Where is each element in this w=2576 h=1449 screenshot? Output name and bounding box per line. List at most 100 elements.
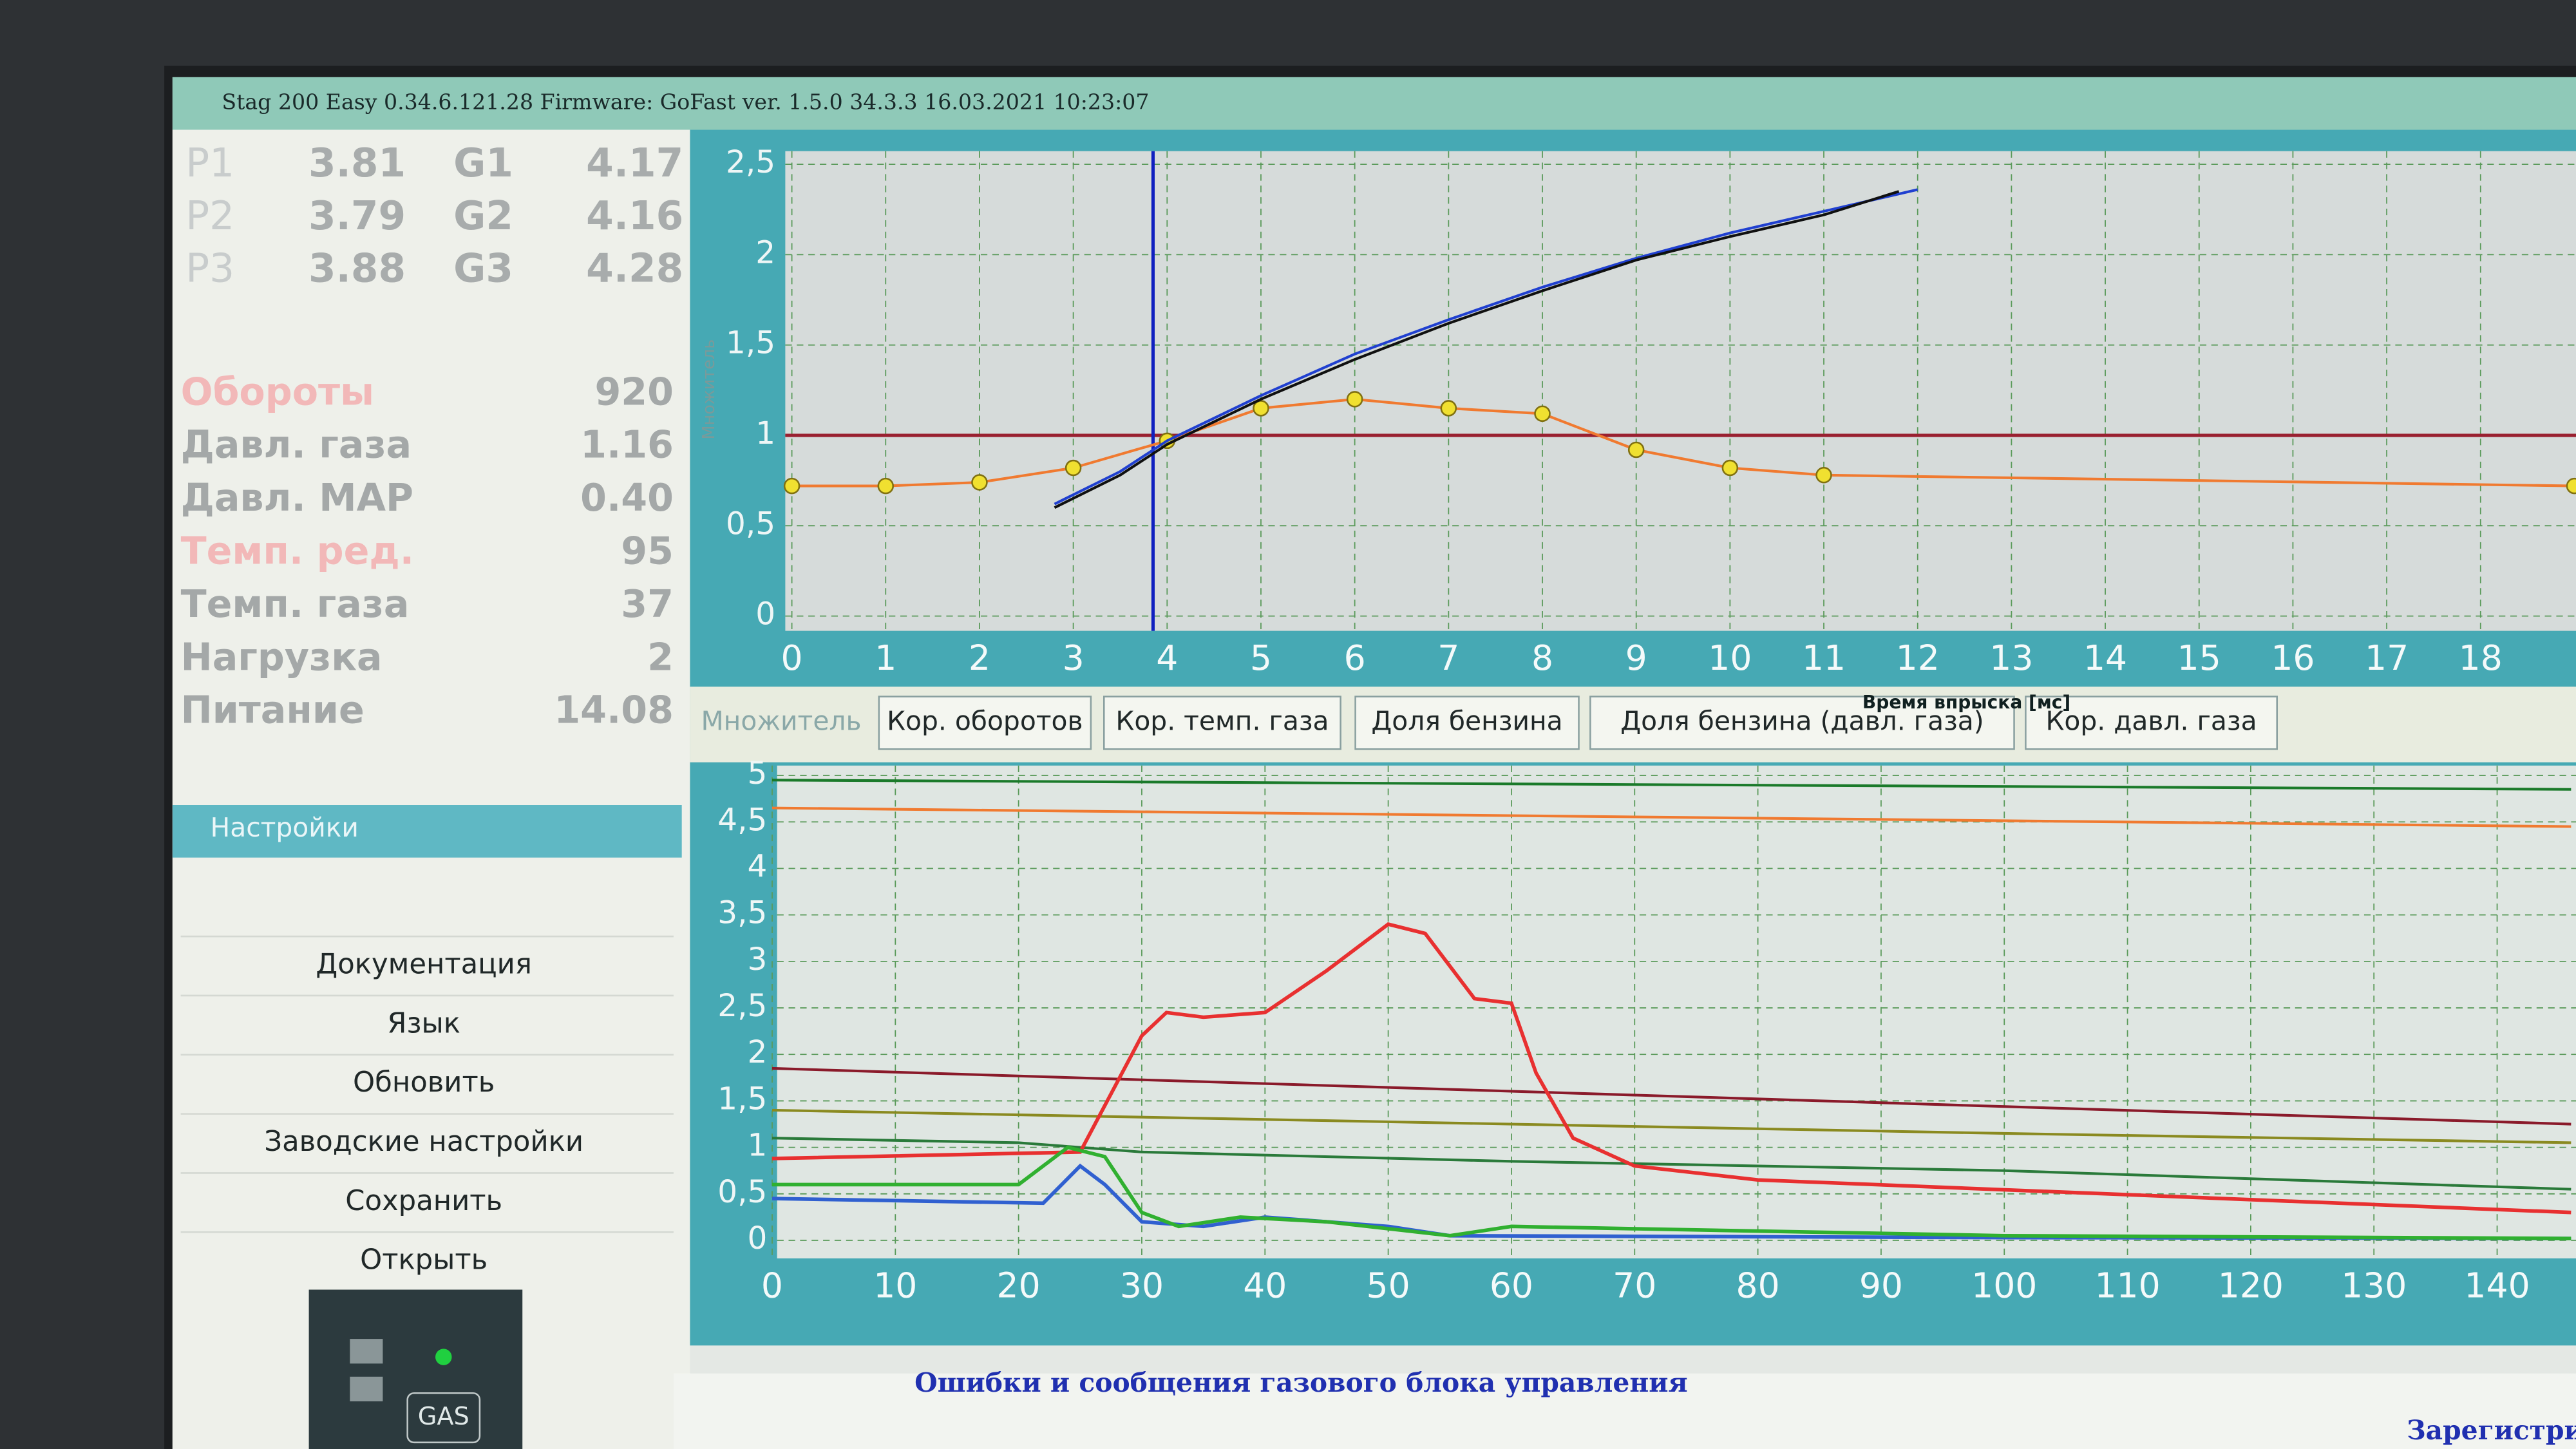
x-tick-label: 4	[1156, 638, 1178, 678]
x-tick-label: 90	[1859, 1265, 1903, 1306]
menu-item[interactable]: Язык	[387, 1007, 460, 1039]
y-tick-label: 2,5	[717, 988, 767, 1024]
title: Stag 200 Easy 0.34.6.121.28 Firmware: Go…	[222, 90, 1149, 115]
injector-label: G3	[453, 246, 513, 292]
reading-value: 2	[647, 635, 674, 679]
plot-area	[777, 765, 2576, 1259]
series-line	[772, 806, 2571, 828]
x-tick-label: 1	[875, 638, 896, 678]
y-tick-label: 1	[747, 1128, 767, 1164]
tab-label[interactable]: Кор. темп. газа	[1115, 705, 1329, 736]
tab[interactable]	[1354, 696, 1580, 750]
tab-label[interactable]: Доля бензина	[1371, 705, 1562, 736]
y-tick-label: 4,5	[717, 802, 767, 838]
x-tick-label: 14	[2083, 638, 2127, 678]
y-tick-label: 1,5	[726, 325, 775, 361]
menu-item[interactable]: Документация	[316, 948, 532, 980]
x-tick-label: 40	[1243, 1265, 1287, 1306]
point[interactable]	[2566, 477, 2576, 495]
y-tick-label: 3	[747, 942, 767, 978]
tab[interactable]	[1103, 696, 1341, 750]
x-tick-label: 120	[2218, 1265, 2284, 1306]
injector-label: P3	[185, 246, 234, 292]
series-line	[772, 1066, 2571, 1126]
x-tick-label: 15	[2177, 638, 2221, 678]
tab-label[interactable]: Кор. давл. газа	[2045, 705, 2257, 736]
messages-panel	[673, 1373, 2576, 1449]
point[interactable]	[1346, 391, 1363, 408]
led	[350, 1376, 383, 1402]
reading-label: Темп. газа	[181, 582, 410, 626]
tab-label[interactable]: Множитель	[701, 705, 861, 736]
reading-value: 0.40	[580, 476, 674, 520]
reading-value: 37	[621, 582, 674, 626]
y-tick-label: 0	[747, 1220, 767, 1256]
x-tick-label: 13	[1989, 638, 2033, 678]
y-tick-label: 0,5	[726, 506, 775, 542]
tab-label[interactable]: Доля бензина (давл. газа)	[1620, 705, 1984, 736]
y-axis-label: Множитель	[699, 339, 719, 440]
x-tick-label: 8	[1531, 638, 1553, 678]
injector-label: P1	[185, 140, 234, 186]
x-tick-label: 20	[997, 1265, 1041, 1306]
x-tick-label: 16	[2271, 638, 2315, 678]
series-line	[772, 1108, 2571, 1144]
point[interactable]	[783, 477, 800, 495]
x-tick-label: 50	[1367, 1265, 1410, 1306]
messages-title: Ошибки и сообщения газового блока управл…	[914, 1367, 1687, 1398]
point[interactable]	[1440, 400, 1457, 417]
point[interactable]	[1065, 459, 1082, 477]
point[interactable]	[1534, 405, 1551, 422]
menu-item[interactable]: Заводские настройки	[264, 1126, 583, 1158]
y-tick-label: 0,5	[717, 1174, 767, 1210]
tab[interactable]	[878, 696, 1092, 750]
x-tick-label: 9	[1625, 638, 1647, 678]
y-tick-label: 0	[755, 596, 775, 632]
gas-button[interactable]	[406, 1392, 481, 1444]
injector-label: G1	[453, 140, 513, 186]
plot-area	[785, 151, 2576, 631]
menu-item[interactable]: Обновить	[353, 1066, 495, 1099]
y-tick-label: 2	[755, 234, 775, 270]
y-tick-label: 2,5	[726, 144, 775, 180]
x-tick-label: 80	[1736, 1265, 1780, 1306]
x-tick-label: 7	[1437, 638, 1459, 678]
point[interactable]	[1627, 441, 1645, 459]
x-tick-label: 110	[2094, 1265, 2160, 1306]
series-line	[772, 1145, 2571, 1240]
y-tick-label: 3,5	[717, 895, 767, 931]
series-line	[772, 779, 2571, 791]
point[interactable]	[877, 477, 895, 495]
injector-label: G2	[453, 193, 513, 239]
injector-value: 3.81	[308, 140, 406, 186]
injector-value: 4.16	[586, 193, 683, 239]
tab[interactable]	[1589, 696, 2015, 750]
reading-label: Давл. MAP	[181, 476, 413, 520]
x-tick-label: 12	[1896, 638, 1940, 678]
x-tick-label: 6	[1344, 638, 1366, 678]
x-tick-label: 0	[781, 638, 803, 678]
series-line	[772, 1163, 2571, 1240]
indicator-panel	[308, 1289, 523, 1449]
point[interactable]	[1721, 459, 1739, 477]
point[interactable]	[1815, 467, 1832, 484]
x-axis-label: Время впрыска [мс]	[1862, 692, 2070, 713]
point[interactable]	[1253, 400, 1269, 417]
x-tick-label: 10	[1708, 638, 1752, 678]
menu-item[interactable]: Открыть	[360, 1244, 488, 1276]
register-link[interactable]: Зарегистри	[2407, 1415, 2576, 1446]
x-tick-label: 140	[2464, 1265, 2530, 1306]
reading-value: 95	[621, 529, 674, 573]
point[interactable]	[971, 474, 988, 491]
title-bar	[172, 77, 2576, 130]
tab-label[interactable]: Кор. оборотов	[887, 705, 1083, 736]
x-tick-label: 2	[969, 638, 990, 678]
menu-item[interactable]: Сохранить	[345, 1185, 502, 1217]
injector-value: 4.28	[586, 246, 683, 292]
injector-value: 3.88	[308, 246, 406, 292]
injector-value: 4.17	[586, 140, 683, 186]
indicator-label: GAS	[418, 1402, 469, 1431]
x-tick-label: 5	[1250, 638, 1272, 678]
tab[interactable]	[2025, 696, 2278, 750]
